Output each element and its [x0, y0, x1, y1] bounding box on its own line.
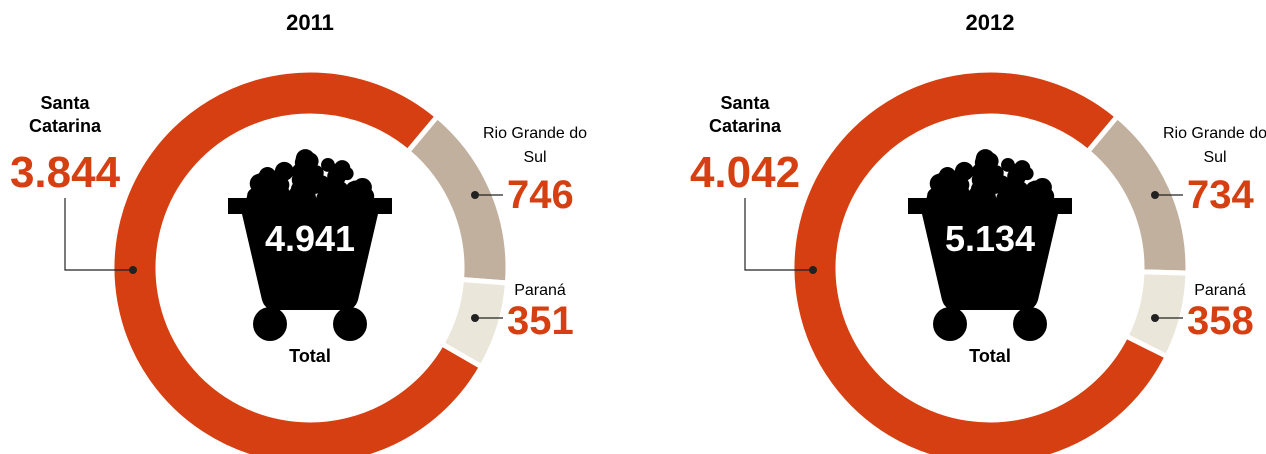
cart-rim — [228, 198, 392, 214]
value-label: 358 — [1187, 299, 1254, 343]
coal — [330, 163, 347, 180]
leader-line — [64, 198, 133, 271]
total-caption: Total — [969, 346, 1011, 366]
wheel — [333, 307, 367, 341]
donut-segment — [109, 67, 486, 454]
coal — [987, 181, 1000, 194]
category-label: Santa Catarina — [708, 93, 782, 136]
leader-dot — [471, 314, 479, 322]
category-label: Paraná — [1194, 282, 1246, 299]
leader-dot — [129, 266, 137, 274]
category-label: Rio Grande do Sul — [1162, 125, 1266, 166]
wheel — [933, 307, 967, 341]
cart-body — [922, 214, 1058, 310]
coal — [258, 167, 277, 185]
leader-dot — [471, 191, 479, 199]
value-label: 746 — [507, 173, 574, 217]
leader-dot — [809, 266, 817, 274]
category-label: Santa Catarina — [28, 93, 102, 136]
value-label: 3.844 — [9, 148, 121, 197]
category-label: Paraná — [514, 282, 566, 299]
coal — [988, 165, 1004, 181]
coal — [971, 171, 990, 189]
coal — [355, 186, 368, 200]
cart-body — [242, 214, 378, 310]
chart-title: 2012 — [965, 10, 1015, 35]
value-label: 351 — [507, 299, 574, 343]
value-label: 4.042 — [689, 148, 801, 197]
wheel — [1013, 307, 1047, 341]
coal — [308, 165, 324, 181]
coal — [307, 181, 320, 194]
coal — [1010, 163, 1027, 180]
total-caption: Total — [289, 346, 331, 366]
cart-icon — [908, 149, 1072, 341]
category-label: Rio Grande do Sul — [482, 125, 588, 166]
wheel — [253, 307, 287, 341]
coal — [1035, 186, 1048, 200]
coal — [974, 153, 993, 172]
coal — [291, 171, 310, 189]
donut-segment — [789, 67, 1171, 454]
value-label: 734 — [1187, 173, 1254, 217]
cart-rim — [908, 198, 1072, 214]
leader-line — [744, 198, 813, 271]
total-value: 4.941 — [264, 218, 356, 259]
coal — [294, 153, 313, 172]
coal — [938, 167, 957, 185]
cart-icon — [228, 149, 392, 341]
leader-dot — [1151, 314, 1159, 322]
chart-title: 2011 — [286, 10, 334, 35]
total-value: 5.134 — [944, 218, 1036, 259]
leader-dot — [1151, 191, 1159, 199]
